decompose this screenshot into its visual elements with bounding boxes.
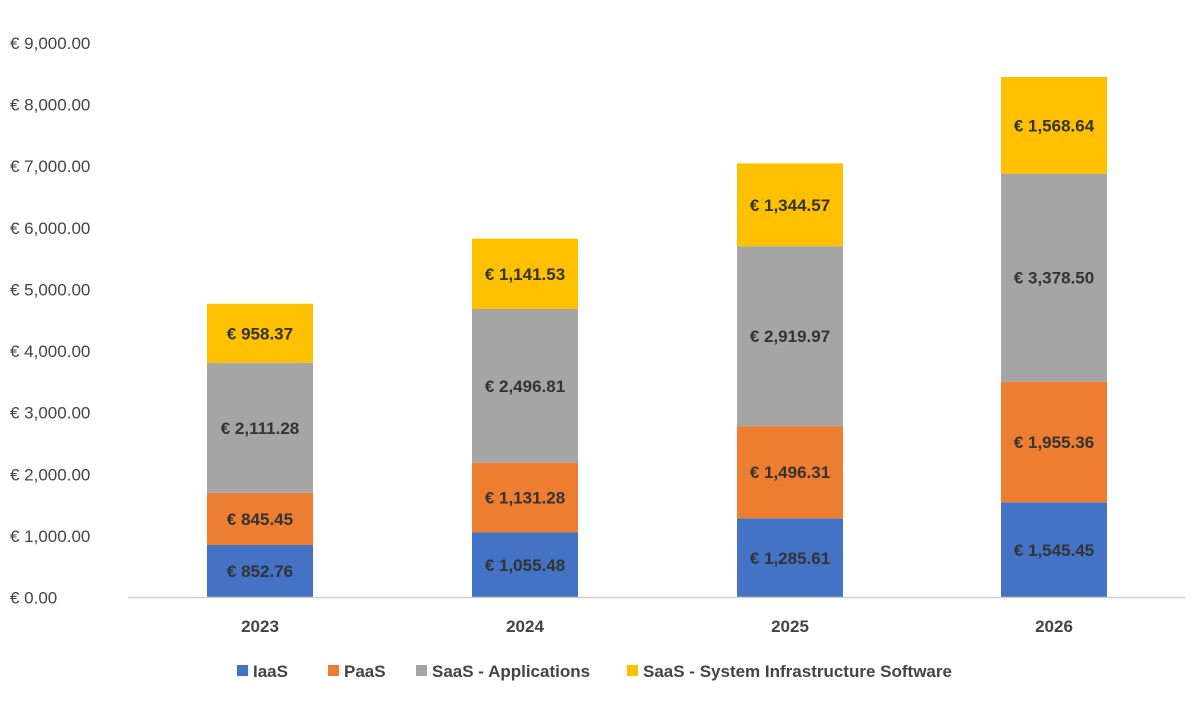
bar-segment (472, 532, 578, 598)
data-label: € 1,496.31 (750, 463, 830, 482)
legend-label: SaaS - Applications (432, 662, 590, 681)
data-label: € 1,955.36 (1014, 433, 1094, 452)
bar-segment (472, 238, 578, 309)
data-label: € 3,378.50 (1014, 269, 1094, 288)
bar-segment (737, 518, 843, 598)
bar-segment (472, 462, 578, 533)
data-label: € 2,496.81 (485, 377, 565, 396)
y-tick-label: € 7,000.00 (10, 157, 90, 176)
legend-item: PaaS (328, 662, 386, 681)
y-tick-label: € 2,000.00 (10, 465, 90, 484)
bar-stack-2024: € 1,055.48 € 1,131.28 € 2,496.81 € 1,141.53 (472, 238, 578, 598)
plot-area: € 852.76 € 845.45 € 2,111.28 € 958.37 € 1,05… (207, 77, 1107, 598)
bar-segment (472, 308, 578, 463)
x-tick-label: 2026 (1035, 617, 1073, 636)
y-tick-label: € 6,000.00 (10, 219, 90, 238)
legend-item: SaaS - Applications (416, 662, 590, 681)
legend-swatch (328, 665, 339, 676)
data-label: € 1,055.48 (485, 556, 565, 575)
legend-label: PaaS (344, 662, 386, 681)
bar-segment (737, 163, 843, 247)
x-axis: 2023 2024 2025 2026 (241, 617, 1073, 636)
legend-item: SaaS - System Infrastructure Software (627, 662, 952, 681)
bar-segment (207, 362, 313, 493)
bar-segment (737, 426, 843, 519)
bar-segment (1001, 77, 1107, 174)
data-label: € 2,919.97 (750, 327, 830, 346)
legend-swatch (627, 665, 638, 676)
data-label: € 1,545.45 (1014, 541, 1094, 560)
bar-segment (1001, 173, 1107, 382)
bar-segment (207, 303, 313, 363)
data-label: € 1,568.64 (1014, 116, 1095, 135)
legend-swatch (416, 665, 427, 676)
y-tick-label: € 0.00 (10, 589, 57, 608)
legend-label: SaaS - System Infrastructure Software (643, 662, 952, 681)
data-label: € 1,344.57 (750, 196, 830, 215)
bar-segment (1001, 502, 1107, 598)
y-tick-label: € 1,000.00 (10, 527, 90, 546)
bar-stack-2026: € 1,545.45 € 1,955.36 € 3,378.50 € 1,568.64 (1001, 77, 1107, 598)
y-tick-label: € 4,000.00 (10, 342, 90, 361)
data-label: € 845.45 (227, 510, 293, 529)
legend: IaaS PaaS SaaS - Applications SaaS - System… (237, 662, 952, 681)
y-tick-label: € 8,000.00 (10, 96, 90, 115)
bar-stack-2025: € 1,285.61 € 1,496.31 € 2,919.97 € 1,344.57 (737, 163, 843, 598)
x-tick-label: 2023 (241, 617, 279, 636)
x-tick-label: 2025 (771, 617, 809, 636)
bar-segment (737, 246, 843, 427)
x-tick-label: 2024 (506, 617, 544, 636)
y-axis: € 0.00 € 1,000.00 € 2,000.00 € 3,000.00 € 4,… (10, 34, 90, 608)
y-tick-label: € 9,000.00 (10, 34, 90, 53)
y-tick-label: € 3,000.00 (10, 404, 90, 423)
y-tick-label: € 5,000.00 (10, 280, 90, 299)
bar-segment (207, 544, 313, 598)
data-label: € 2,111.28 (221, 419, 299, 438)
data-label: € 1,285.61 (750, 549, 830, 568)
data-label: € 1,131.28 (485, 489, 565, 508)
bar-segment (207, 492, 313, 545)
legend-item: IaaS (237, 662, 288, 681)
data-label: € 1,141.53 (485, 265, 565, 284)
bar-stack-2023: € 852.76 € 845.45 € 2,111.28 € 958.37 (207, 303, 313, 598)
data-label: € 852.76 (227, 562, 293, 581)
legend-label: IaaS (253, 662, 288, 681)
data-label: € 958.37 (227, 324, 293, 343)
legend-swatch (237, 665, 248, 676)
bar-segment (1001, 381, 1107, 503)
